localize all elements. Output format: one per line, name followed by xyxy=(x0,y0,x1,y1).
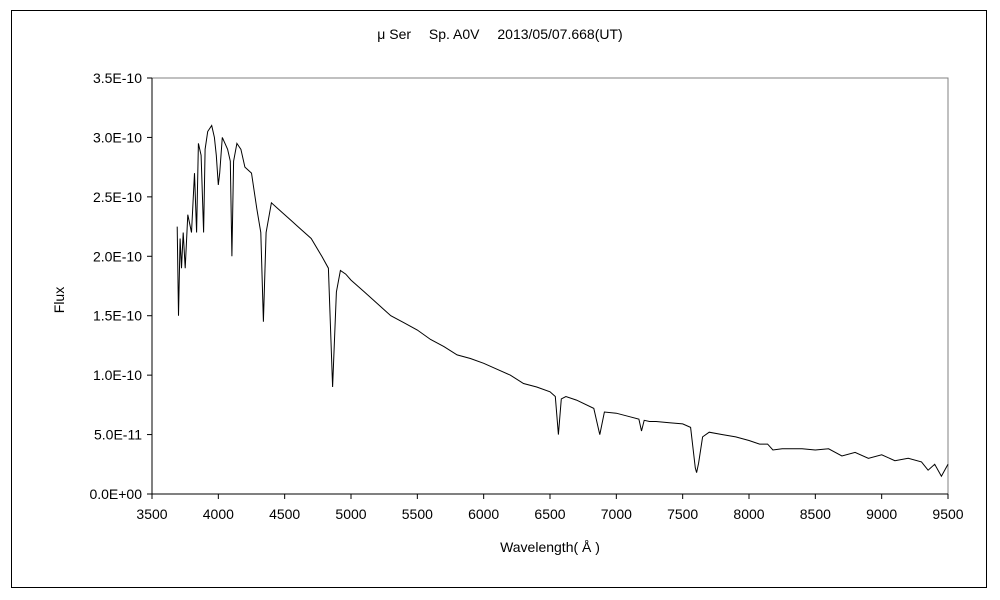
x-tick-label: 6000 xyxy=(468,506,499,522)
x-tick-label: 5000 xyxy=(335,506,366,522)
x-tick-label: 7000 xyxy=(601,506,632,522)
spectrum-line xyxy=(176,124,949,478)
plot-area xyxy=(151,77,949,495)
x-axis-label: Wavelength( Å ) xyxy=(500,539,600,555)
x-tick-label: 4500 xyxy=(269,506,300,522)
x-ticks: 3500 4000 4500 5000 5500 6000 6500 7000 7500 8000… xyxy=(136,494,964,522)
x-tick-label: 3500 xyxy=(136,506,167,522)
x-tick-label: 5500 xyxy=(402,506,433,522)
y-ticks: 0.0E+00 5.0E-11 1.0E-10 1.5E-10 2.0E-10 2.5E-… xyxy=(89,70,152,502)
y-tick-label: 1.5E-10 xyxy=(93,308,142,324)
y-tick-label: 1.0E-10 xyxy=(93,367,142,383)
y-tick-label: 3.0E-10 xyxy=(93,129,142,145)
chart-frame xyxy=(11,10,987,588)
x-tick-label: 6500 xyxy=(534,506,565,522)
y-tick-label: 5.0E-11 xyxy=(94,427,142,443)
y-tick-label: 2.0E-10 xyxy=(93,248,142,264)
x-tick-label: 4000 xyxy=(203,506,234,522)
y-tick-label: 2.5E-10 xyxy=(93,189,142,205)
chart-title: μ Ser Sp. A0V 2013/05/07.668(UT) xyxy=(377,26,623,42)
x-tick-label: 9000 xyxy=(866,506,897,522)
y-tick-label: 3.5E-10 xyxy=(93,70,142,86)
x-tick-label: 7500 xyxy=(667,506,698,522)
y-tick-label: 0.0E+00 xyxy=(89,486,142,502)
x-tick-label: 8500 xyxy=(800,506,831,522)
x-tick-label: 9500 xyxy=(932,506,963,522)
x-tick-label: 8000 xyxy=(733,506,764,522)
y-axis-label: Flux xyxy=(51,287,67,313)
